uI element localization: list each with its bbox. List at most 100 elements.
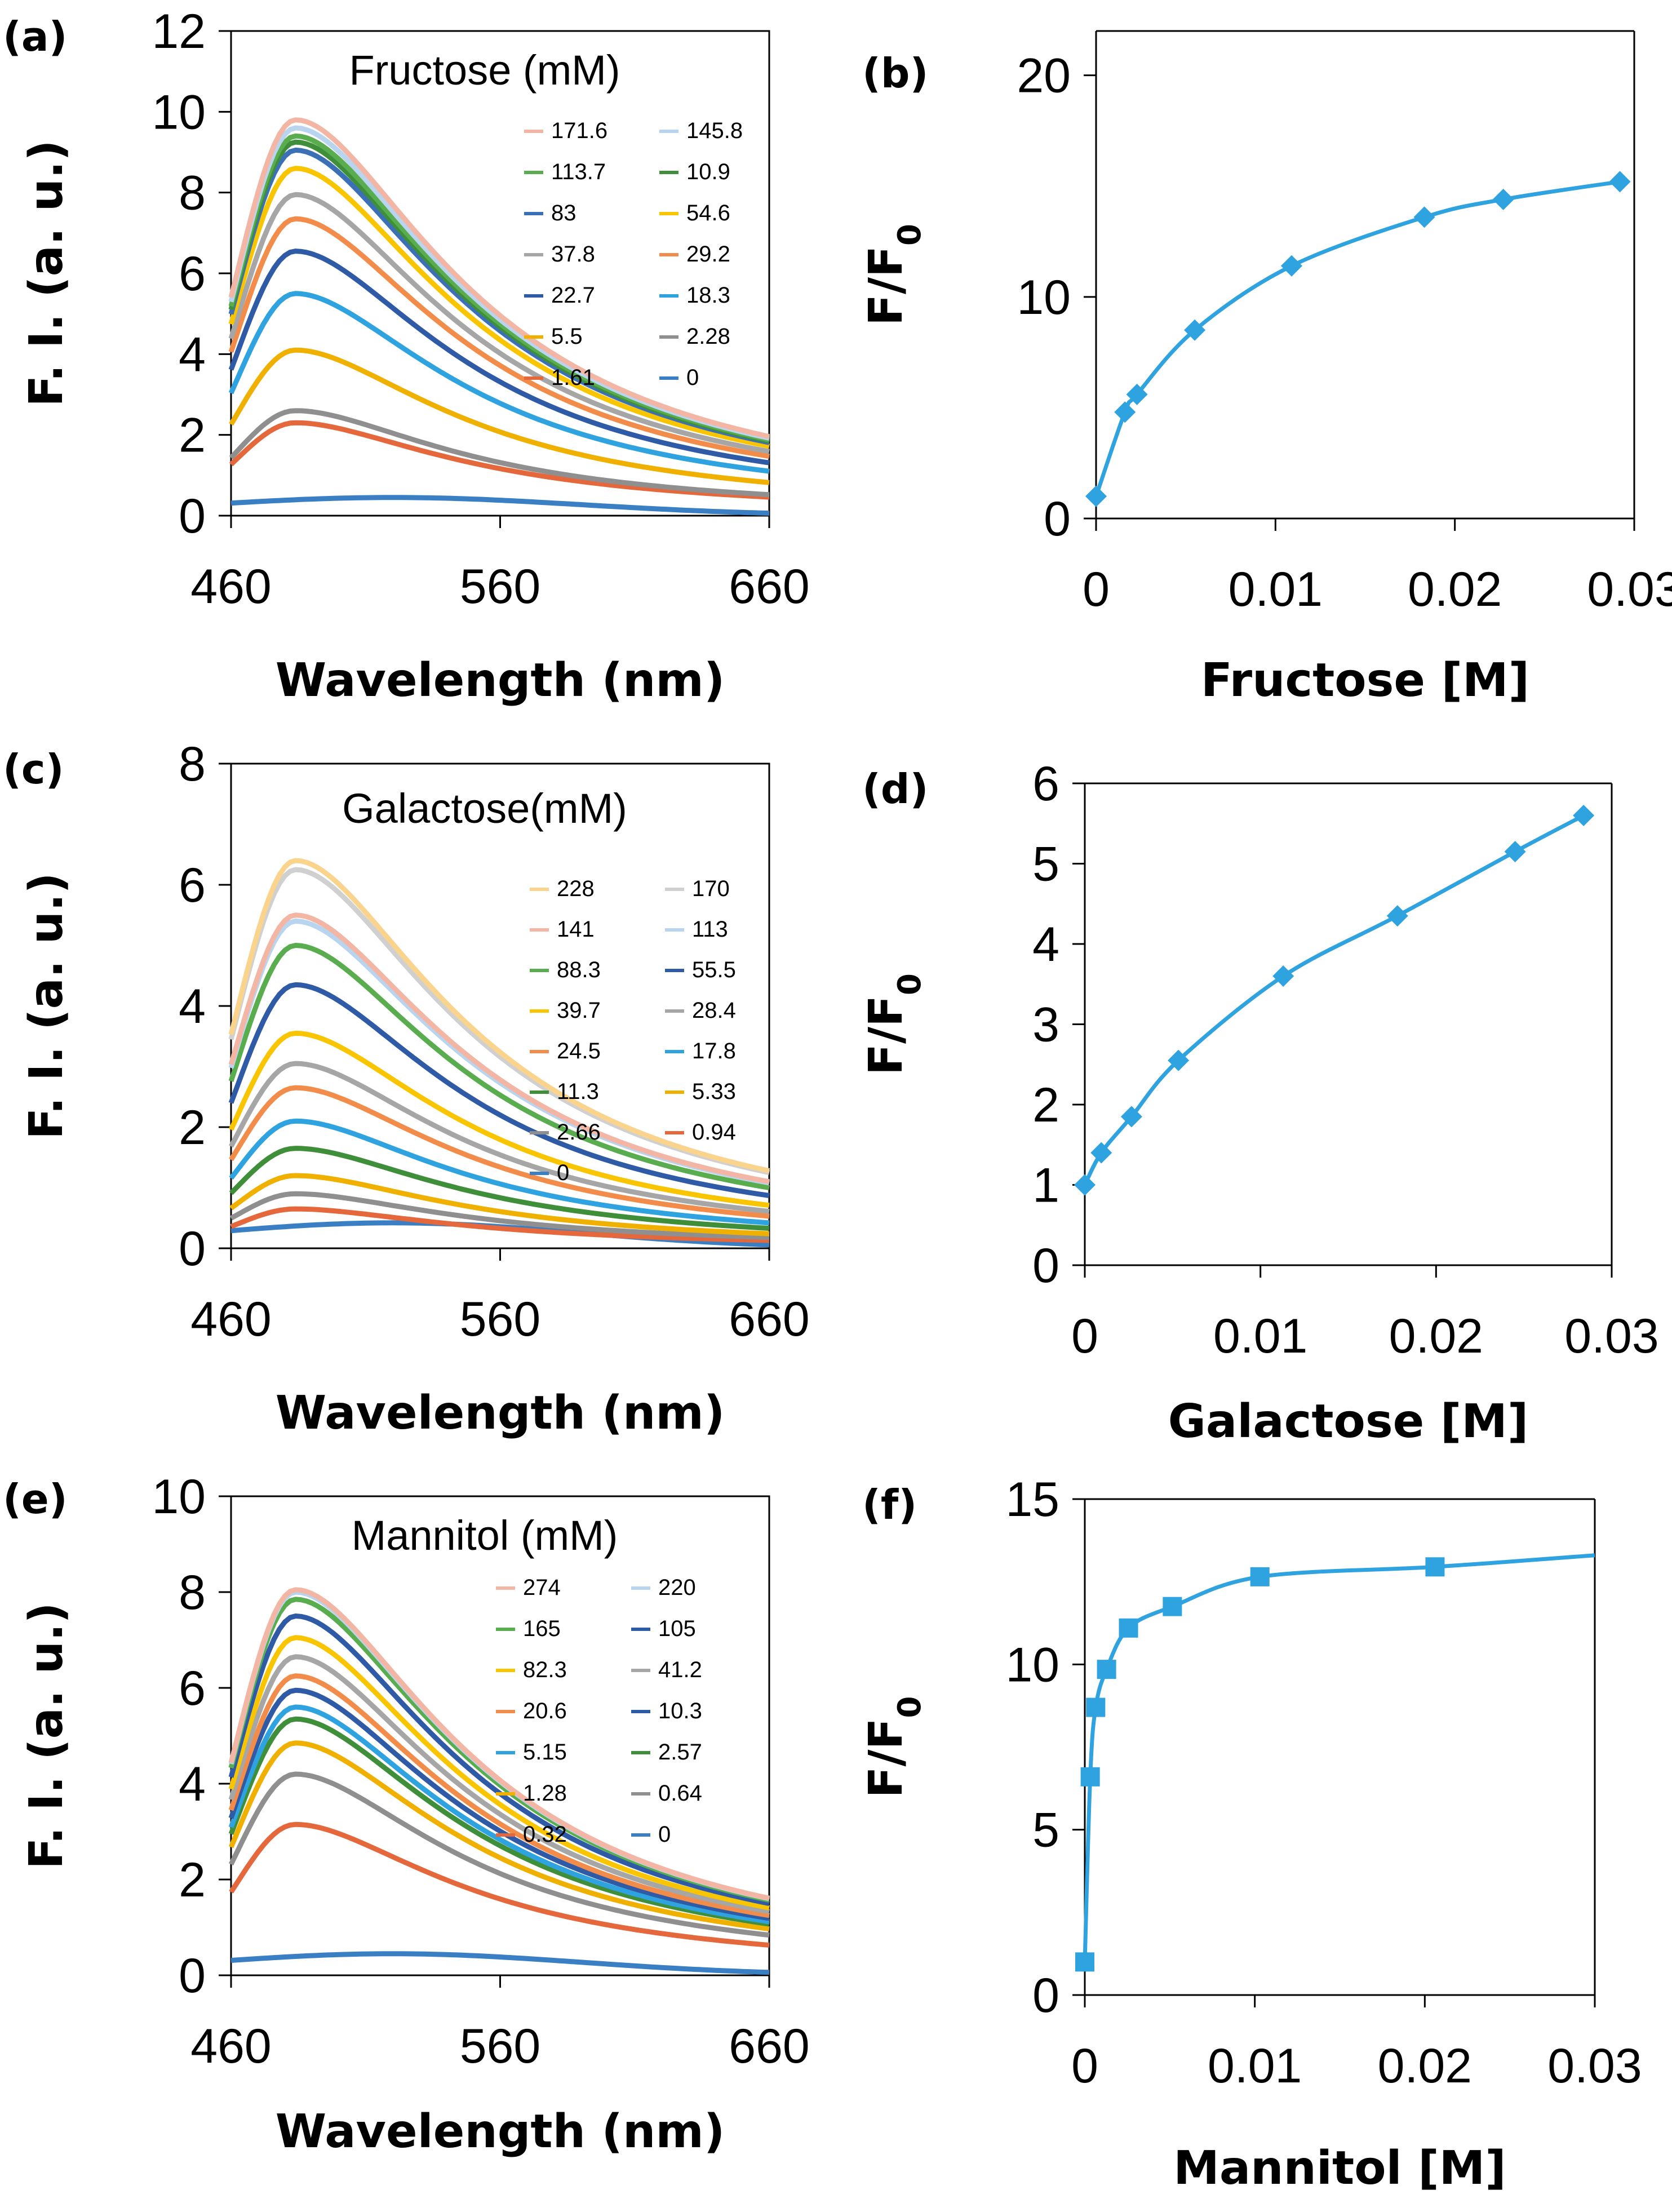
data-point [1168, 1049, 1190, 1071]
x-tick-label: 0.03 [1547, 2039, 1642, 2093]
x-tick-label: 560 [460, 1292, 541, 1346]
legend-label: 2.57 [658, 1740, 702, 1765]
y-tick-label: 10 [1017, 271, 1071, 325]
spectrum-curve [228, 1716, 770, 1927]
data-point [1080, 1767, 1100, 1787]
panel-label-a: (a) [3, 13, 67, 60]
legend-label: 22.7 [551, 283, 595, 308]
x-tick-label: 460 [190, 1292, 272, 1346]
spectrum-curve [229, 1118, 770, 1226]
legend-label: 0.94 [692, 1120, 736, 1145]
y-tick-label: 0 [1032, 1969, 1059, 2023]
legend-label: 18.3 [686, 283, 730, 308]
legend-label: 170 [692, 876, 730, 901]
x-axis-title: Mannitol [M] [1173, 2142, 1506, 2195]
spectrum-curve [228, 858, 770, 1173]
x-tick-label: 660 [729, 1292, 810, 1346]
spectrum-curve [230, 1206, 770, 1243]
x-tick-label: 0.01 [1229, 562, 1323, 617]
legend-label: 83 [551, 201, 576, 225]
x-tick-label: 0 [1071, 1309, 1098, 1363]
spectrum-curve [228, 1740, 770, 1932]
legend-label: 0 [686, 365, 699, 390]
y-tick-label: 1 [1032, 1159, 1059, 1213]
y-axis-title: F. I. (a. u.) [20, 1602, 73, 1869]
data-point [1086, 1697, 1106, 1717]
spectrum-curve [228, 1654, 770, 1914]
data-point [1492, 188, 1514, 210]
chart-title: Galactose(mM) [342, 785, 627, 832]
spectrum-curve [228, 912, 770, 1185]
ratio-curve [1083, 813, 1585, 1186]
legend-label: 10.9 [686, 159, 730, 184]
legend-label: 145.8 [686, 118, 743, 143]
legend-label: 55.5 [692, 958, 736, 982]
panel-label-c: (c) [3, 746, 64, 793]
spectrum-curve [228, 166, 770, 449]
spectrum-curve [229, 347, 770, 485]
legend-label: 5.5 [551, 324, 583, 349]
x-axis-title: Wavelength (nm) [276, 1386, 725, 1440]
spectrum-curve [230, 1951, 770, 1975]
y-tick-label: 2 [1032, 1078, 1059, 1132]
x-tick-label: 0.03 [1564, 1309, 1658, 1363]
y-tick-label: 20 [1017, 49, 1071, 103]
data-point [1386, 905, 1408, 927]
legend-label: 228 [557, 876, 595, 901]
y-tick-label: 2 [179, 409, 206, 463]
legend-label: 5.15 [523, 1740, 567, 1765]
ratio-curve [1094, 179, 1621, 497]
y-tick-label: 2 [179, 1853, 206, 1907]
legend-label: 141 [557, 917, 595, 942]
spectrum-curve [229, 420, 770, 500]
data-point [1250, 1567, 1270, 1586]
legend-label: 37.8 [551, 242, 595, 267]
data-point [1573, 805, 1595, 826]
y-axis-title: F. I. (a. u.) [20, 872, 73, 1139]
legend-label: 0 [658, 1822, 671, 1847]
data-point [1114, 401, 1136, 423]
legend-label: 1.61 [551, 365, 595, 390]
spectrum-curve [230, 495, 770, 516]
data-point [1126, 383, 1148, 405]
spectrum-curve [228, 1635, 770, 1910]
data-point [1504, 841, 1526, 863]
y-tick-label: 10 [1005, 1638, 1059, 1692]
data-point [1074, 1174, 1096, 1196]
ratio-curve [1083, 1553, 1595, 1962]
legend-label: 1.28 [523, 1781, 567, 1806]
spectrum-curve [228, 1030, 770, 1208]
y-tick-label: 0 [1044, 492, 1071, 546]
y-axis-title: F/F0 [859, 973, 928, 1075]
y-tick-label: 10 [152, 85, 206, 139]
y-tick-label: 8 [179, 1566, 206, 1620]
legend-label: 28.4 [692, 998, 736, 1023]
y-axis-title-subscript: 0 [892, 1696, 928, 1718]
y-axis-title: F/F0 [859, 224, 928, 326]
x-axis-title: Fructose [M] [1201, 654, 1529, 707]
data-point [1120, 1106, 1142, 1128]
x-tick-label: 0 [1071, 2039, 1098, 2093]
legend-label: 29.2 [686, 242, 730, 267]
spectrum-curve [229, 1061, 770, 1214]
x-axis-title: Wavelength (nm) [276, 654, 725, 707]
data-point [1272, 965, 1294, 987]
legend-label: 220 [658, 1575, 696, 1600]
panel-f-mannitol-ratio: (f) 0 5 10 15 0 0.01 0.02 0.03 Mannitol [M] F/F0 [859, 1473, 1642, 2195]
spectrum-curve [228, 216, 770, 459]
legend-label: 165 [523, 1616, 561, 1641]
y-tick-label: 6 [179, 1661, 206, 1715]
legend-label: 2.28 [686, 324, 730, 349]
data-point [1075, 1952, 1094, 1972]
y-axis-title: F/F0 [859, 1696, 928, 1798]
data-point [1280, 255, 1302, 277]
spectrum-curve [228, 1704, 770, 1925]
y-tick-label: 6 [1032, 757, 1059, 811]
y-tick-label: 6 [179, 247, 206, 301]
x-tick-label: 460 [190, 560, 272, 614]
y-tick-label: 0 [1032, 1239, 1059, 1293]
data-point [1163, 1597, 1182, 1616]
x-axis-title: Galactose [M] [1168, 1395, 1529, 1448]
legend-label: 274 [523, 1575, 561, 1600]
